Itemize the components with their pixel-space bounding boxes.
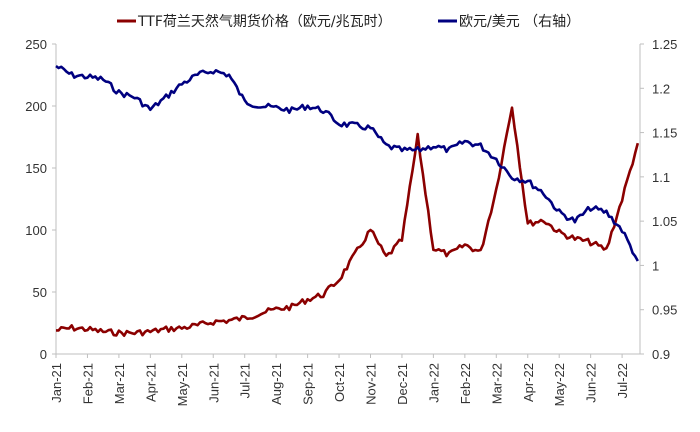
right-tick-label: 0.95 <box>652 303 677 318</box>
left-tick-label: 0 <box>40 347 47 362</box>
legend-item-eurusd: 欧元/美元 （右轴） <box>438 14 580 30</box>
legend-label-ttf: TTF荷兰天然气期货价格（欧元/兆瓦时） <box>137 13 392 30</box>
series-eurusd <box>55 65 639 262</box>
x-tick-label: Feb-22 <box>458 363 473 404</box>
legend-label-eurusd: 欧元/美元 （右轴） <box>459 14 580 30</box>
right-tick-label: 0.9 <box>652 347 670 362</box>
x-tick-label: Jun-21 <box>206 363 221 403</box>
left-tick-label: 250 <box>25 37 47 52</box>
x-tick-label: Oct-21 <box>332 363 347 402</box>
x-tick-label: Feb-21 <box>80 363 95 404</box>
right-tick-label: 1 <box>652 258 659 273</box>
right-tick-label: 1.15 <box>652 126 677 141</box>
x-tick-label: Mar-22 <box>489 363 504 404</box>
left-tick-label: 100 <box>25 223 47 238</box>
right-tick-label: 1.1 <box>652 170 670 185</box>
x-tick-label: Apr-21 <box>143 363 158 402</box>
x-tick-label: Sep-21 <box>301 363 316 405</box>
left-tick-label: 50 <box>33 285 47 300</box>
x-tick-label: May-22 <box>552 363 567 406</box>
x-tick-label: Jan-22 <box>426 363 441 403</box>
legend: TTF荷兰天然气期货价格（欧元/兆瓦时） 欧元/美元 （右轴） <box>117 13 580 30</box>
right-tick-label: 1.05 <box>652 214 677 229</box>
right-tick-label: 1.25 <box>652 37 677 52</box>
x-tick-label: Nov-21 <box>364 363 379 405</box>
ttf-line <box>56 106 640 337</box>
x-tick-label: Aug-21 <box>269 363 284 405</box>
series-ttf <box>56 106 640 337</box>
right-tick-label: 1.2 <box>652 81 670 96</box>
left-tick-label: 200 <box>25 99 47 114</box>
x-tick-label: Dec-21 <box>395 363 410 405</box>
x-tick-label: Jan-21 <box>49 363 64 403</box>
x-tick-label: Jun-22 <box>584 363 599 403</box>
right-axis: 0.9 0.95 1 1.05 1.1 1.15 1.2 1.25 <box>639 37 677 362</box>
x-tick-label: Jul-21 <box>238 363 253 398</box>
x-tick-label: Jul-22 <box>615 363 630 398</box>
left-axis: 0 50 100 150 200 250 <box>25 37 57 362</box>
x-axis: Jan-21 Feb-21 Mar-21 Apr-21 May-21 Jun-21 Jul-… <box>49 353 640 406</box>
x-tick-label: Mar-21 <box>112 363 127 404</box>
x-tick-label: May-21 <box>175 363 190 406</box>
legend-item-ttf: TTF荷兰天然气期货价格（欧元/兆瓦时） <box>117 13 392 30</box>
eurusd-line <box>55 65 639 262</box>
left-tick-label: 150 <box>25 161 47 176</box>
x-tick-label: Apr-22 <box>521 363 536 402</box>
